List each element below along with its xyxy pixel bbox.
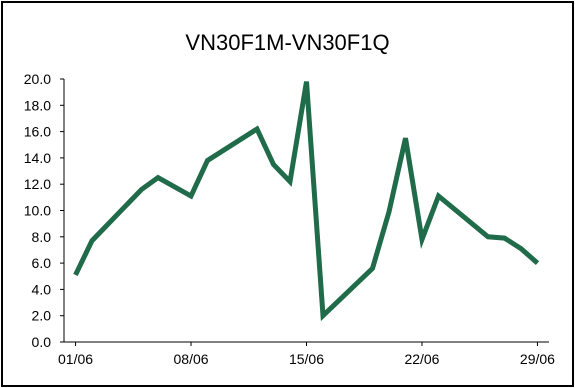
x-tick-label: 15/06	[289, 351, 324, 367]
y-tick-label: 8.0	[32, 229, 52, 245]
data-point	[386, 209, 391, 214]
axes	[63, 79, 549, 343]
y-tick-label: 4.0	[32, 281, 52, 297]
x-tick-label: 29/06	[520, 351, 555, 367]
data-point	[403, 136, 408, 141]
data-point	[485, 234, 490, 239]
data-point	[419, 237, 424, 242]
x-tick-label: 08/06	[174, 351, 209, 367]
data-point	[139, 187, 144, 192]
chart-title: VN30F1M-VN30F1Q	[185, 30, 390, 55]
data-point	[73, 272, 78, 277]
y-tick-label: 2.0	[32, 308, 52, 324]
data-point	[370, 266, 375, 271]
y-tick-label: 12.0	[24, 176, 51, 192]
data-point	[502, 236, 507, 241]
x-axis-ticks: 01/06 08/06 15/06 22/06 29/06	[58, 342, 555, 367]
data-point	[320, 313, 325, 318]
data-point	[255, 126, 260, 131]
data-point	[518, 246, 523, 251]
data-point	[436, 194, 441, 199]
data-point	[156, 175, 161, 180]
data-point	[189, 194, 194, 199]
x-tick-label: 22/06	[404, 351, 439, 367]
series-line	[73, 81, 540, 322]
y-tick-label: 18.0	[24, 97, 51, 113]
y-tick-label: 0.0	[32, 334, 52, 350]
data-point	[535, 261, 540, 266]
y-tick-label: 20.0	[24, 71, 51, 87]
data-point	[304, 79, 309, 84]
y-tick-label: 14.0	[24, 150, 51, 166]
y-tick-label: 6.0	[32, 255, 52, 271]
y-tick-label: 10.0	[24, 203, 51, 219]
data-point	[205, 158, 210, 163]
series-group	[73, 79, 540, 322]
data-point	[90, 238, 95, 243]
data-point	[271, 162, 276, 167]
data-point	[288, 179, 293, 184]
y-tick-label: 16.0	[24, 124, 51, 140]
y-axis-ticks: 0.0 2.0 4.0 6.0 8.0 10.0 12.0 14.0 16.0 18.0 20.0	[24, 71, 64, 350]
x-tick-label: 01/06	[58, 351, 93, 367]
